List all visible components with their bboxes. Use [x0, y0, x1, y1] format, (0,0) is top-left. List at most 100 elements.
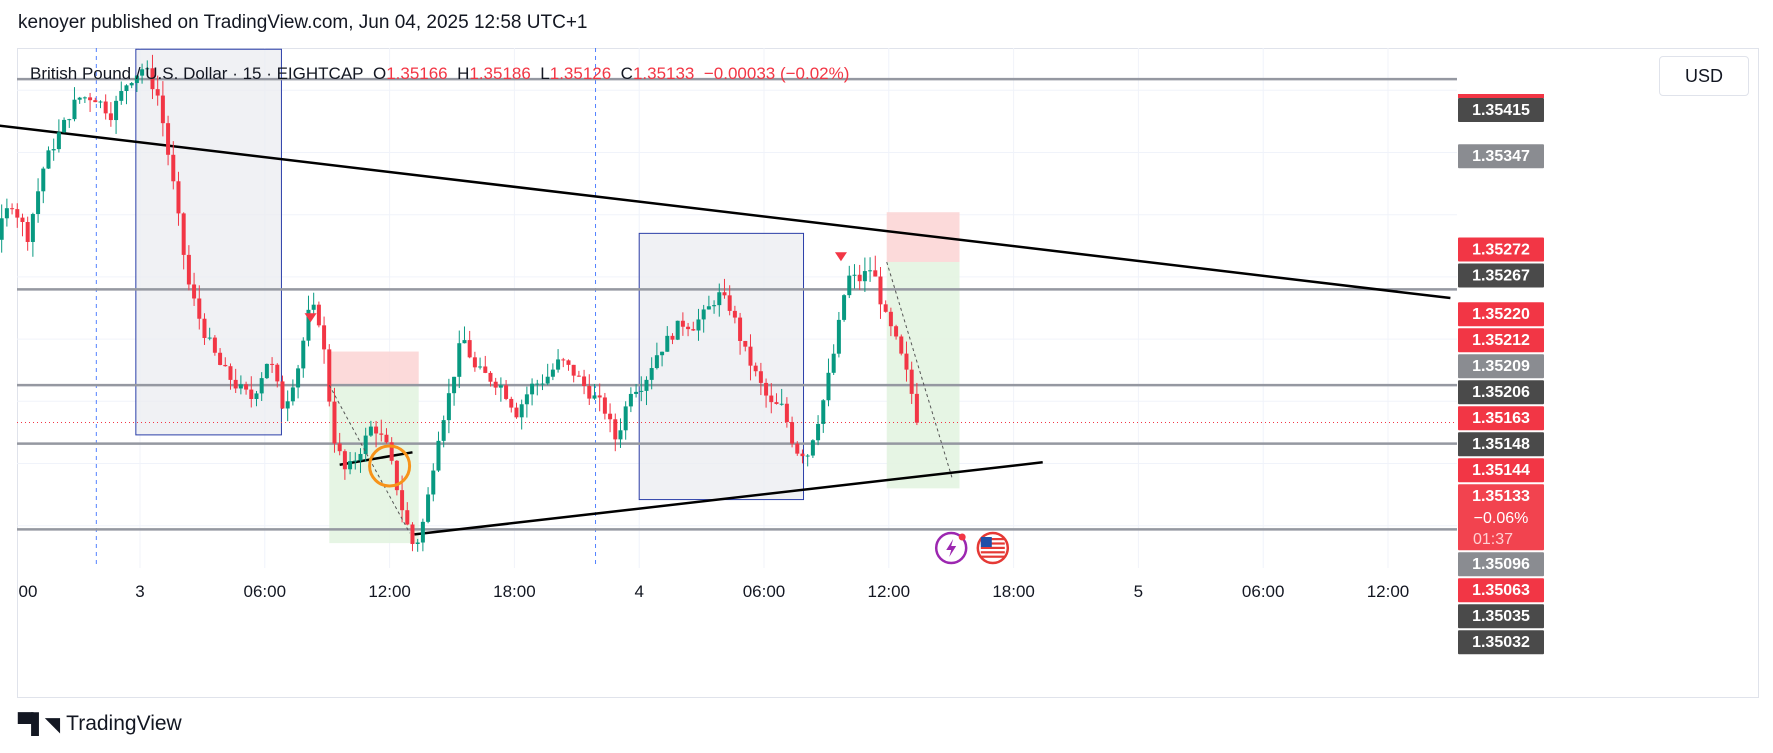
candle: [670, 333, 675, 345]
price-label[interactable]: 1.35096: [1458, 552, 1544, 577]
price-label-bg: [1458, 630, 1544, 655]
price-label[interactable]: 1.35035: [1458, 604, 1544, 629]
price-label-bg: [1458, 144, 1544, 169]
trendline[interactable]: [0, 110, 1451, 300]
price-label-text: 1.35206: [1472, 384, 1530, 401]
candle-body: [280, 381, 285, 409]
candle: [322, 316, 327, 364]
legend-symbol[interactable]: British Pound / U.S. Dollar · 15 · EIGHT…: [30, 64, 364, 83]
price-label[interactable]: 1.35133 −0.06% 01:37: [1458, 484, 1544, 551]
price-label[interactable]: 1.35220: [1458, 302, 1544, 327]
candle-body: [67, 119, 72, 121]
candle-body: [223, 364, 228, 367]
price-label[interactable]: 1.35032: [1458, 630, 1544, 655]
candle: [587, 374, 592, 406]
candle: [706, 295, 711, 310]
candle: [566, 359, 571, 371]
candle: [15, 203, 20, 228]
price-label-bg: [1458, 458, 1544, 483]
time-axis[interactable]: 00 3 06:00 12:00 18:00 4 06:00 12:00 18:00 5 06:00…: [19, 582, 1410, 601]
candle-body: [212, 337, 217, 353]
candle: [618, 418, 623, 448]
candle: [462, 326, 467, 344]
candle-body: [436, 440, 441, 471]
price-label-text: 1.35209: [1472, 358, 1530, 375]
candle: [56, 119, 61, 153]
price-label[interactable]: 1.35148: [1458, 432, 1544, 457]
candle-body: [821, 400, 826, 424]
candle: [332, 387, 337, 453]
tradingview-logo[interactable]: ▀▌◥ TradingView: [18, 712, 182, 736]
price-axis[interactable]: 1.35415 1.35347 1.35272 1.35267 1.35220 1.352…: [1458, 94, 1544, 655]
candle: [51, 138, 56, 161]
candle: [368, 420, 373, 437]
candle: [509, 396, 514, 413]
candle: [337, 432, 342, 456]
price-label[interactable]: 1.35063: [1458, 578, 1544, 603]
candle: [764, 378, 769, 408]
candle-body: [847, 275, 852, 296]
candle: [353, 452, 358, 470]
candle: [530, 378, 535, 406]
candle: [134, 75, 139, 93]
candle: [847, 265, 852, 299]
price-label[interactable]: 1.35209: [1458, 354, 1544, 379]
candle: [150, 54, 155, 100]
candle: [358, 448, 363, 473]
candle-body: [743, 340, 748, 347]
us-flag-event-icon[interactable]: [976, 531, 1010, 565]
candle: [249, 376, 254, 408]
candles: [0, 54, 919, 552]
trendline[interactable]: [414, 461, 1043, 536]
price-label[interactable]: 1.35267: [1458, 263, 1544, 288]
candle-body: [535, 383, 540, 385]
candle: [639, 376, 644, 402]
chart-frame: [17, 48, 1759, 698]
candle-body: [868, 270, 873, 272]
candle-body: [795, 443, 800, 454]
candle: [914, 382, 919, 426]
candle: [722, 278, 727, 299]
candle: [176, 171, 181, 226]
candle: [597, 383, 602, 412]
flash-event-icon[interactable]: [934, 531, 968, 565]
candle: [795, 441, 800, 456]
candle-body: [597, 395, 602, 398]
candle: [701, 304, 706, 333]
candle: [275, 363, 280, 388]
currency-selector[interactable]: USD: [1659, 56, 1749, 96]
candle-body: [904, 353, 909, 370]
candle: [436, 431, 441, 473]
candle-body: [748, 346, 753, 366]
price-label[interactable]: 1.35206: [1458, 380, 1544, 405]
candle: [228, 363, 233, 390]
candle: [504, 379, 509, 401]
price-label[interactable]: 1.35415: [1458, 98, 1544, 122]
price-label-bg: [1458, 237, 1544, 262]
candle-body: [540, 383, 545, 385]
candle-body: [155, 89, 160, 96]
candle: [888, 307, 893, 337]
candle: [592, 383, 597, 400]
candle-body: [810, 440, 815, 456]
price-label[interactable]: 1.35212: [1458, 328, 1544, 353]
candle-body: [202, 318, 207, 338]
time-axis-label: 12:00: [868, 582, 911, 601]
price-label[interactable]: 1.35347: [1458, 144, 1544, 169]
candle-body: [316, 304, 321, 326]
candle-body: [51, 149, 56, 151]
candle-body: [509, 398, 514, 408]
candle-body: [228, 366, 233, 380]
candle: [831, 344, 836, 375]
candle: [212, 335, 217, 356]
candle-body: [498, 385, 503, 388]
candle: [41, 166, 46, 204]
price-label[interactable]: 1.35163: [1458, 406, 1544, 431]
candle: [244, 381, 249, 395]
price-label[interactable]: 1.35272: [1458, 237, 1544, 262]
price-label-bg: [1458, 380, 1544, 405]
range-box: [135, 48, 282, 436]
candle-body: [275, 364, 280, 382]
price-label[interactable]: 1.35144: [1458, 458, 1544, 483]
